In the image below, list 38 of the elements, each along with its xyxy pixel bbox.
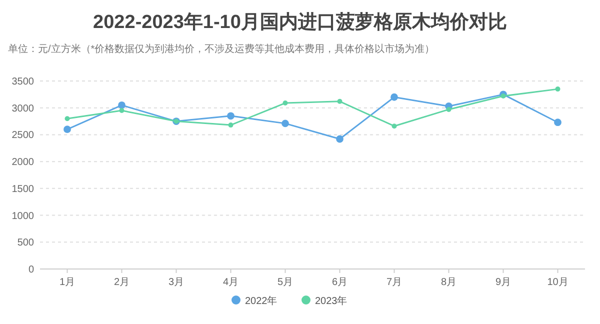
y-tick-label: 2000 (12, 157, 34, 168)
x-tick-label: 4月 (222, 277, 239, 288)
point (118, 101, 126, 109)
point (337, 98, 342, 104)
point (336, 135, 344, 143)
x-tick-label: 9月 (495, 277, 512, 288)
x-tick-label: 1月 (59, 277, 76, 288)
x-tick-label: 6月 (332, 277, 348, 288)
point (554, 118, 562, 126)
point (64, 126, 71, 134)
chart-subtitle: 单位：元/立方米（*价格数据仅为到港均价，不涉及运费等其他成本费用，具体价格以市场为准） (8, 43, 435, 55)
y-tick-label: 1500 (12, 184, 34, 195)
point (227, 112, 234, 120)
legend-label: 2023年 (315, 295, 348, 307)
x-tick-label: 3月 (168, 277, 184, 288)
point (282, 120, 289, 128)
point (555, 86, 560, 92)
point (282, 100, 288, 106)
x-tick-label: 2月 (114, 277, 130, 288)
point (500, 94, 506, 99)
x-tick-label: 8月 (440, 277, 457, 288)
x-tick-label: 7月 (386, 277, 402, 288)
point (228, 122, 234, 128)
y-tick-label: 3500 (12, 76, 34, 88)
chart-title: 2022-2023年1-10月国内进口菠萝格原木均价对比 (93, 11, 507, 33)
legend-label: 2022年 (245, 295, 278, 307)
y-tick-label: 1000 (12, 210, 34, 222)
x-tick-label: 5月 (277, 277, 294, 288)
x-tick-label: 10月 (547, 277, 568, 288)
y-tick-label: 2500 (12, 130, 34, 142)
y-tick-label: 0 (28, 264, 34, 276)
point (392, 124, 397, 129)
y-tick-label: 3000 (12, 103, 34, 114)
point (119, 108, 124, 114)
point (446, 106, 452, 112)
point (64, 116, 70, 122)
y-tick-label: 500 (17, 238, 34, 249)
point (390, 93, 398, 101)
